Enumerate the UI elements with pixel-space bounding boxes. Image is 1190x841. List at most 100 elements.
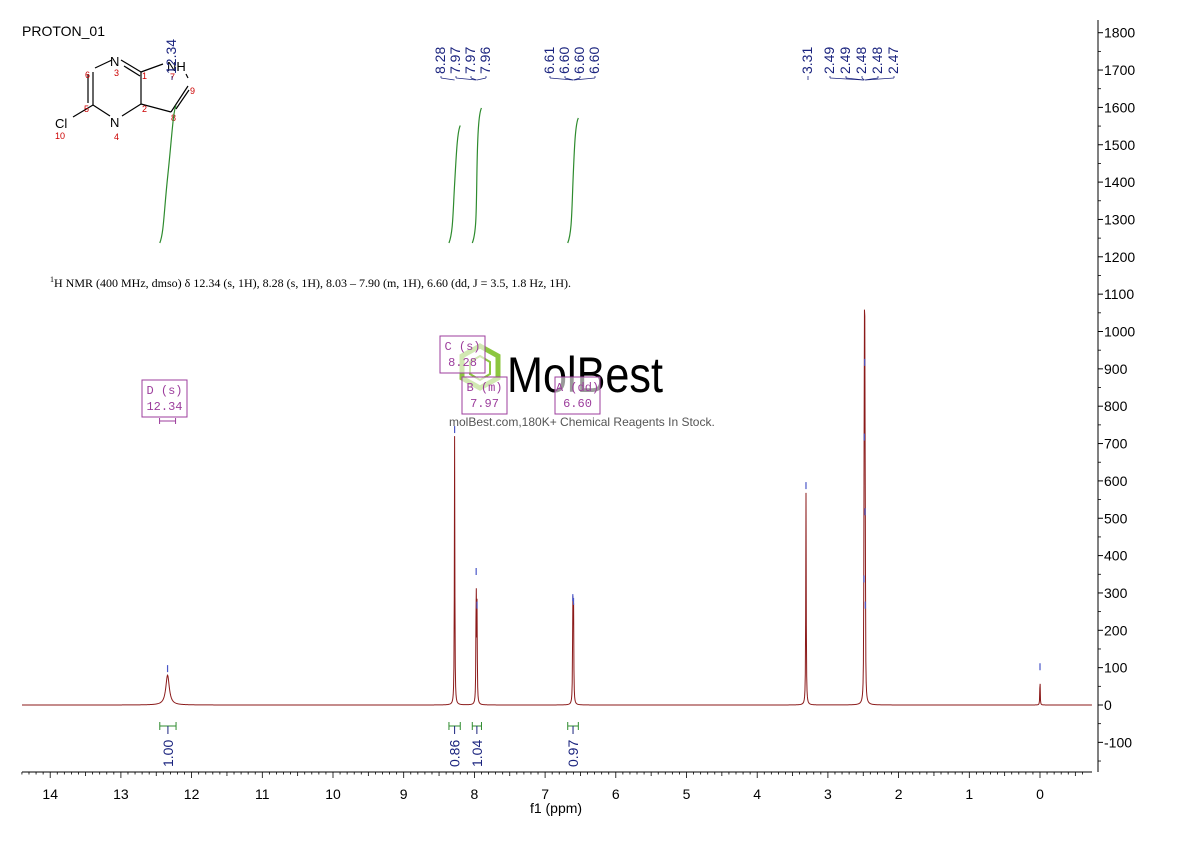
atom-number: 6 <box>85 70 90 80</box>
x-tick-label: 10 <box>325 786 341 802</box>
peak-label: 2.49 <box>821 47 837 74</box>
x-tick-label: 7 <box>541 786 549 802</box>
peak-label: 6.60 <box>556 47 572 74</box>
integral-curves <box>159 105 579 244</box>
peak-label-connector <box>455 77 477 81</box>
spectrum-line <box>22 309 1092 706</box>
multiplet-box <box>461 376 508 415</box>
atom-number: 2 <box>142 104 147 114</box>
y-tick-label: -100 <box>1104 734 1132 750</box>
peak-label: 6.60 <box>571 47 587 74</box>
y-tick-label: 400 <box>1104 548 1128 564</box>
peak-label-connector <box>845 77 865 81</box>
spectrum-title: PROTON_01 <box>22 23 105 39</box>
multiplet-shift: 6.60 <box>563 397 592 411</box>
integral-value: 0.86 <box>447 740 463 767</box>
atom-label: N <box>110 54 119 69</box>
y-tick-label: 1200 <box>1104 249 1135 265</box>
x-tick-label: 14 <box>42 786 58 802</box>
x-tick-label: 6 <box>612 786 620 802</box>
multiplet-box <box>439 335 486 374</box>
peak-label: 6.61 <box>541 47 557 74</box>
peak-labels: 12.34 8.28 7.97 7.97 7.96 6.61 6.60 6.60 6.60 3.3… <box>163 39 901 81</box>
y-tick-label: 1300 <box>1104 211 1135 227</box>
peak-label: 7.97 <box>447 47 463 74</box>
y-tick-label: 1400 <box>1104 174 1135 190</box>
y-tick-label: 700 <box>1104 436 1128 452</box>
multiplet-label: A (dd) <box>556 381 599 395</box>
atom-label: N <box>110 115 119 130</box>
peak-label: 7.96 <box>477 47 493 74</box>
peak-label: 2.48 <box>853 47 869 74</box>
x-tick-label: 4 <box>753 786 761 802</box>
peak-label-connector <box>564 77 574 81</box>
spectrum-layer <box>22 309 1092 706</box>
multiplet-shift: 7.97 <box>470 397 499 411</box>
y-tick-label: 200 <box>1104 622 1128 638</box>
integral-value: 0.97 <box>565 740 581 767</box>
multiplet-boxes: D (s) 12.34 C (s) 8.28 B (m) 7.97 A (dd) 6.60 <box>141 335 601 424</box>
atom-number: 5 <box>84 104 89 114</box>
nmr-description: 1H NMR (400 MHz, dmso) δ 12.34 (s, 1H), … <box>50 270 610 293</box>
x-tick-label: 8 <box>471 786 479 802</box>
x-tick-label: 3 <box>824 786 832 802</box>
y-tick-label: 1800 <box>1104 25 1135 41</box>
x-tick-label: 11 <box>255 786 270 802</box>
integral-curve <box>159 105 177 244</box>
axes-layer: 1800170016001500140013001200110010009008… <box>21 20 1135 816</box>
peak-label: 3.31 <box>799 47 815 74</box>
y-tick-label: 100 <box>1104 660 1128 676</box>
multiplet-box <box>141 379 188 418</box>
y-tick-label: 900 <box>1104 361 1128 377</box>
peak-label: 2.48 <box>869 47 885 74</box>
peak-label-connector <box>573 77 596 81</box>
multiplet-box <box>554 376 601 415</box>
x-tick-label: 2 <box>895 786 903 802</box>
molecule-structure: N N NH Cl 1 2 3 4 5 6 7 8 9 10 <box>55 54 195 142</box>
y-tick-label: 1100 <box>1104 286 1134 302</box>
peak-label-connector <box>861 77 865 81</box>
y-tick-label: 600 <box>1104 473 1128 489</box>
atom-label: Cl <box>55 116 67 131</box>
peak-label: 7.97 <box>462 47 478 74</box>
x-tick-label: 1 <box>965 786 973 802</box>
y-tick-label: 1000 <box>1104 324 1135 340</box>
multiplet-shift: 12.34 <box>146 400 182 414</box>
peak-label-connector <box>549 77 573 81</box>
peak-label: 12.34 <box>163 39 179 74</box>
y-tick-label: 1700 <box>1104 62 1135 78</box>
atom-number: 1 <box>142 71 147 81</box>
peak-label: 2.49 <box>837 47 853 74</box>
x-axis-label: f1 (ppm) <box>530 800 582 816</box>
integral-labels: 1.00 0.86 1.04 0.97 <box>159 722 581 767</box>
integral-value: 1.00 <box>160 740 176 767</box>
multiplet-shift: 8.28 <box>448 356 477 370</box>
peak-label: 6.60 <box>586 47 602 74</box>
atom-number: 3 <box>114 68 119 78</box>
nucleus-superscript: 1 <box>50 275 54 284</box>
y-tick-label: 0 <box>1104 697 1112 713</box>
y-tick-label: 500 <box>1104 510 1128 526</box>
atom-number: 7 <box>170 72 175 82</box>
multiplet-label: C (s) <box>444 340 480 354</box>
multiplet-label: B (m) <box>466 381 502 395</box>
x-tick-label: 13 <box>113 786 129 802</box>
y-tick-label: 800 <box>1104 398 1128 414</box>
x-tick-label: 0 <box>1036 786 1044 802</box>
atom-number: 9 <box>190 86 195 96</box>
atom-label: NH <box>167 59 186 74</box>
multiplet-label: D (s) <box>146 384 182 398</box>
x-tick-label: 12 <box>184 786 200 802</box>
peak-label-connector <box>476 77 487 81</box>
atom-number: 10 <box>55 131 65 141</box>
integral-curve <box>448 125 461 244</box>
watermark-tagline: molBest.com,180K+ Chemical Reagents In S… <box>449 415 715 429</box>
y-tick-label: 300 <box>1104 585 1128 601</box>
integral-curve <box>471 107 483 244</box>
peak-label: 8.28 <box>432 47 448 74</box>
x-tick-label: 9 <box>400 786 408 802</box>
peak-label-connector <box>440 77 455 81</box>
nmr-description-text: H NMR (400 MHz, dmso) δ 12.34 (s, 1H), 8… <box>54 276 572 290</box>
peak-label: 2.47 <box>885 47 901 74</box>
